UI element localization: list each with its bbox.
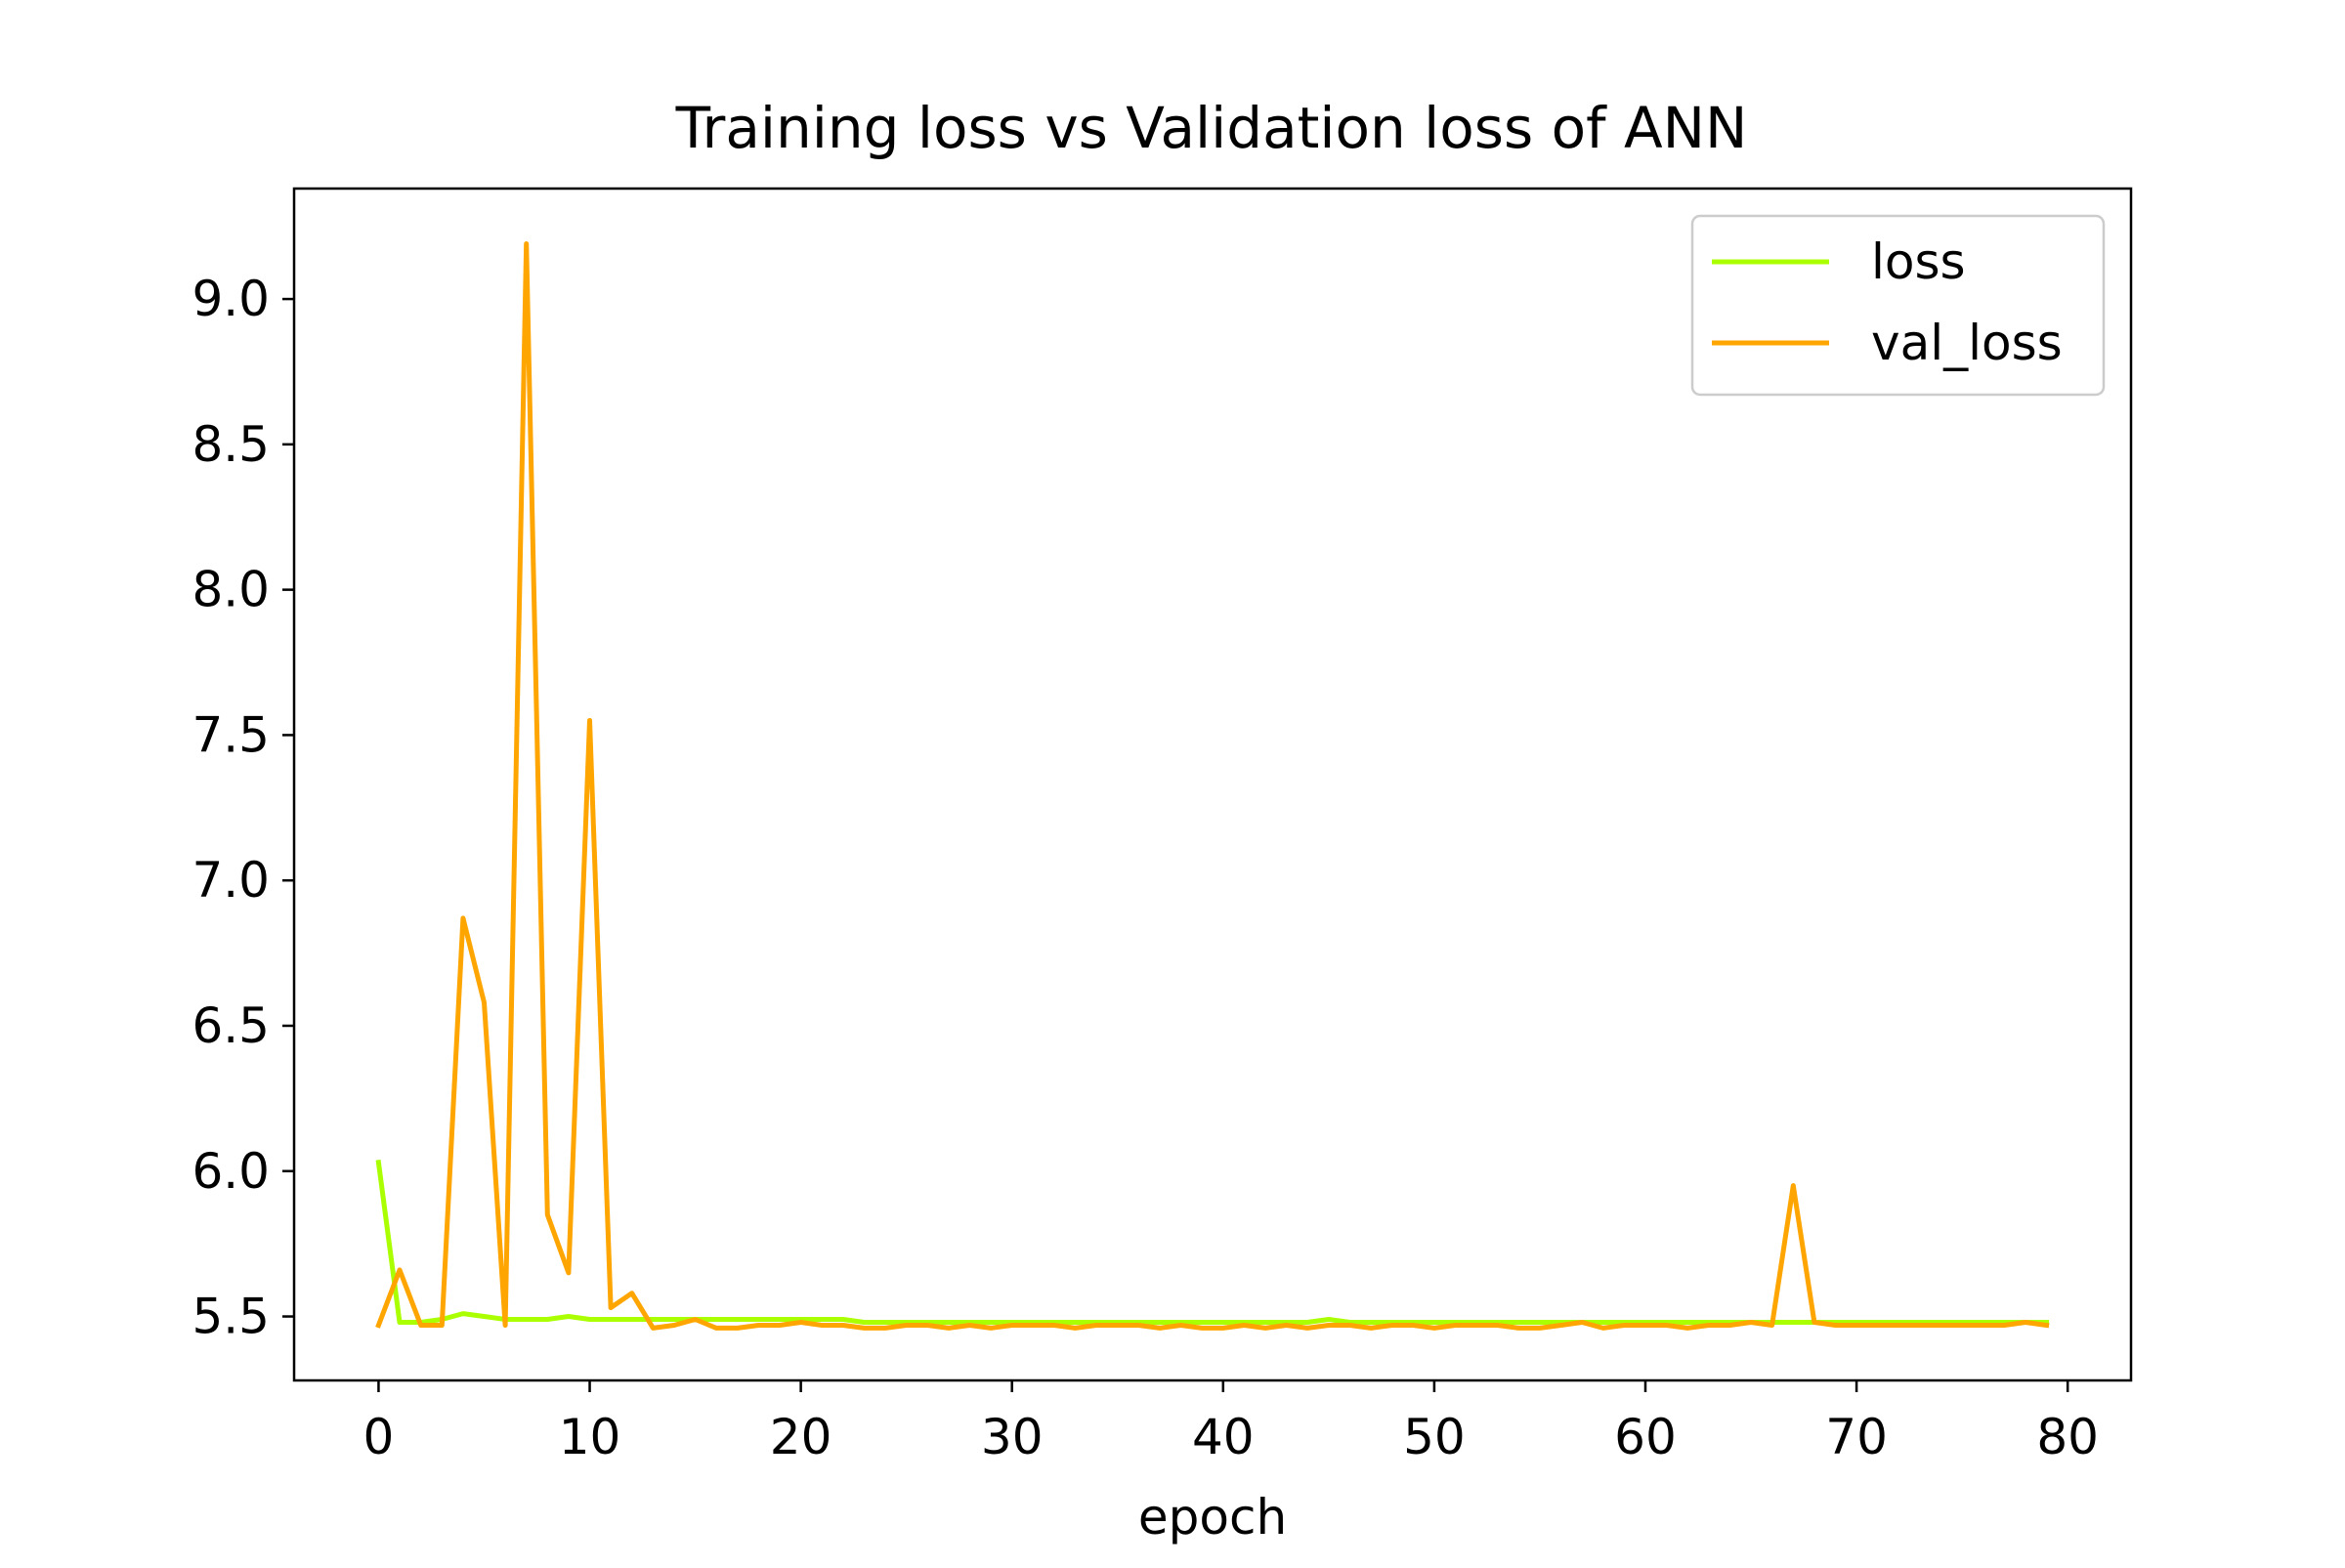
legend-label-loss: loss (1871, 233, 1966, 290)
plot-frame (292, 187, 2133, 1382)
x-tick-label: 60 (1614, 1409, 1677, 1465)
x-tick-label: 40 (1192, 1409, 1255, 1465)
y-axis: 5.5 6.0 6.5 7.0 7.5 8.0 8.5 9.0 (192, 271, 294, 1345)
x-tick-label: 30 (981, 1409, 1044, 1465)
legend: loss val_loss (1690, 214, 2106, 397)
y-tick-label: 8.0 (192, 562, 270, 618)
x-tick-label: 20 (770, 1409, 832, 1465)
y-tick-label: 6.0 (192, 1143, 270, 1200)
y-tick-label: 6.5 (192, 997, 270, 1054)
legend-label-val-loss: val_loss (1871, 315, 2063, 371)
y-tick-label: 5.5 (192, 1289, 270, 1345)
x-axis: 0 10 20 30 40 50 60 70 80 (363, 1380, 2099, 1465)
x-axis-label: epoch (1138, 1489, 1287, 1546)
y-tick-label: 7.0 (192, 852, 270, 909)
chart-title: Training loss vs Validation loss of ANN (675, 95, 1748, 161)
x-tick-label: 70 (1825, 1409, 1888, 1465)
x-tick-label: 80 (2036, 1409, 2099, 1465)
y-tick-label: 9.0 (192, 271, 270, 327)
y-tick-label: 8.5 (192, 416, 270, 473)
x-tick-label: 0 (363, 1409, 395, 1465)
series-line-val-loss (375, 241, 2050, 1331)
series-layer (375, 241, 2050, 1331)
x-tick-label: 10 (559, 1409, 621, 1465)
x-tick-label: 50 (1403, 1409, 1466, 1465)
y-tick-label: 7.5 (192, 706, 270, 763)
